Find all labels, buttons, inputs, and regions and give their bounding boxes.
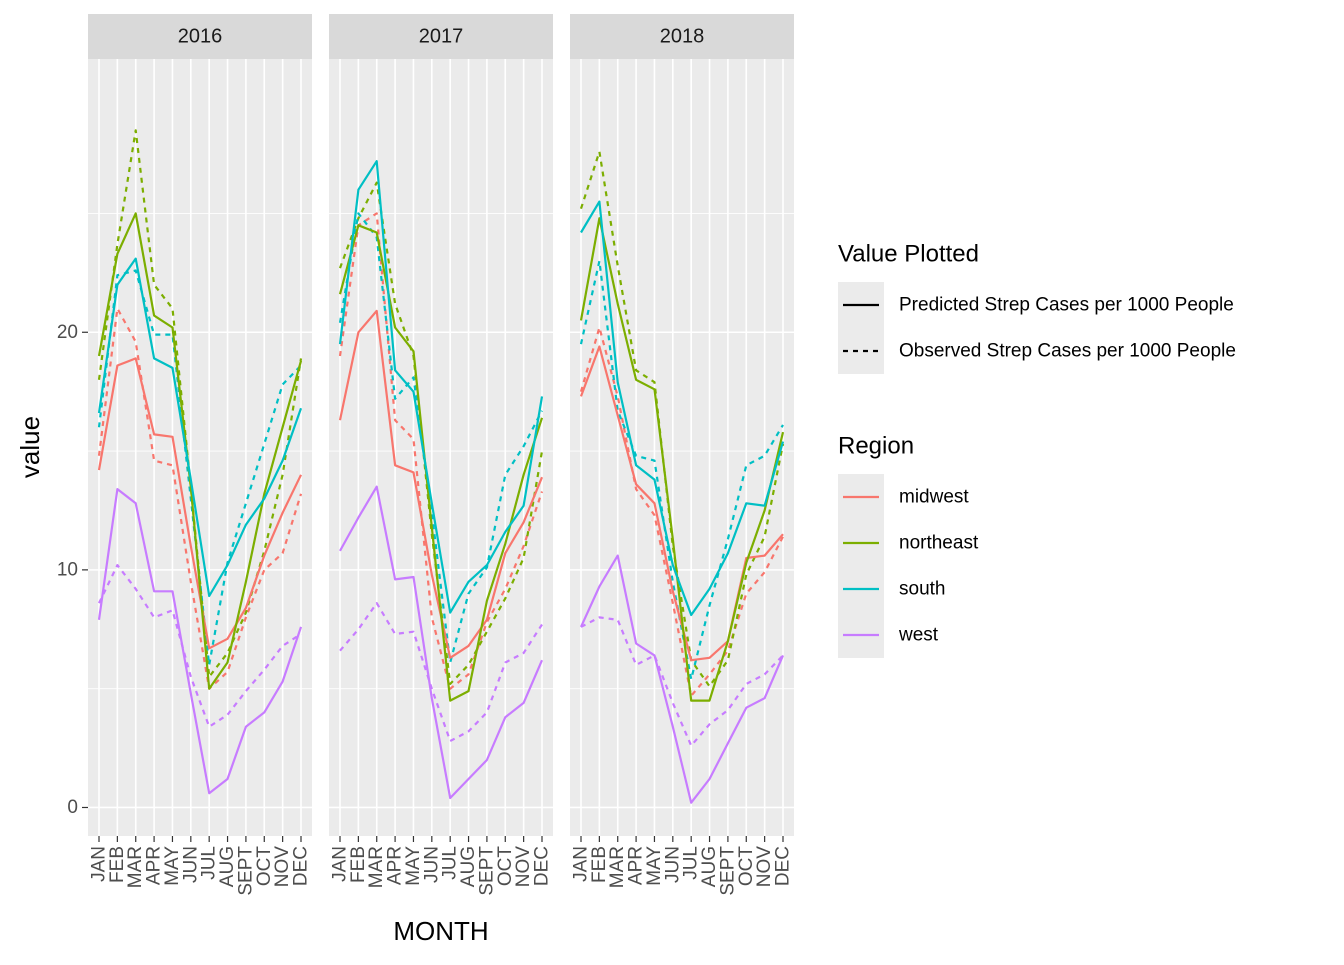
x-tick-label: FEB: [348, 846, 369, 883]
x-tick-label: SEPT: [235, 846, 256, 896]
x-tick-label: MAR: [125, 846, 146, 888]
panel-background: [88, 59, 312, 836]
x-tick-label: JUN: [180, 846, 201, 883]
series-line-midwest-observed: [579, 326, 784, 697]
y-tick-label: 20: [57, 322, 78, 343]
x-tick-label: APR: [144, 846, 165, 885]
series-line-midwest-observed: [338, 212, 544, 690]
facet-panel-2018: 2018 JANFEBMARAPRMAYJUNJULAUGSEPTOCTNOVDE…: [570, 14, 794, 896]
x-tick-label: JUL: [681, 846, 702, 880]
x-tick-label: JAN: [89, 846, 110, 882]
x-tick-label: MAR: [366, 846, 387, 888]
x-tick-label: APR: [626, 846, 647, 885]
x-tick-label: APR: [385, 846, 406, 885]
x-tick-label: MAR: [607, 846, 628, 888]
x-tick-label: NOV: [513, 846, 534, 888]
x-tick-label: DEC: [532, 846, 553, 886]
x-tick-label: JUN: [662, 846, 683, 883]
series-line-west-predicted: [97, 488, 303, 795]
x-tick-label: AUG: [458, 846, 479, 887]
facet-panel-2017: 2017 JANFEBMARAPRMAYJUNJULAUGSEPTOCTNOVDE…: [329, 14, 553, 896]
x-tick-label: JUN: [421, 846, 442, 883]
facet-strip-label: 2017: [419, 26, 464, 48]
facet-strip: [88, 14, 312, 59]
x-tick-label: DEC: [773, 846, 794, 886]
series-line-northeast-observed: [338, 181, 544, 686]
facet-panel-2016: 2016 JANFEBMARAPRMAYJUNJULAUGSEPTOCTNOVDE…: [88, 14, 312, 896]
x-tick-label: OCT: [254, 846, 275, 887]
series-line-northeast-predicted: [579, 217, 785, 702]
y-tick-label: 0: [67, 797, 78, 818]
legend-title-linetype: Value Plotted: [838, 241, 979, 268]
x-axis-title: MONTH: [393, 916, 488, 946]
series-line-west-observed: [339, 601, 543, 743]
x-tick-label: JUL: [440, 846, 461, 880]
x-tick-label: JAN: [330, 846, 351, 882]
legend-label-west: west: [898, 625, 939, 646]
x-tick-label: AUG: [699, 846, 720, 887]
series-line-west-predicted: [339, 485, 544, 800]
legend-label-northeast: northeast: [899, 533, 979, 554]
series-line-northeast-predicted: [97, 212, 303, 690]
x-tick-label: JUL: [199, 846, 220, 880]
legend-label-midwest: midwest: [899, 487, 969, 508]
legend-title-region: Region: [838, 433, 914, 460]
x-tick-label: JAN: [571, 846, 592, 882]
series-line-northeast-observed: [579, 150, 785, 688]
series-line-west-observed: [98, 563, 302, 728]
series-line-south-predicted: [97, 257, 303, 598]
facet-strip-label: 2016: [178, 26, 223, 48]
panel-background: [329, 59, 553, 836]
x-tick-label: NOV: [272, 846, 293, 888]
x-tick-label: MAY: [403, 846, 424, 886]
facet-strip-label: 2018: [660, 26, 705, 48]
x-tick-label: SEPT: [476, 846, 497, 896]
legend-label: Observed Strep Cases per 1000 People: [899, 341, 1236, 362]
y-axis: 0 10 20: [57, 322, 88, 818]
series-line-south-observed: [579, 259, 784, 681]
series-line-west-predicted: [579, 554, 785, 804]
legend-label-south: south: [899, 579, 945, 600]
series-line-northeast-predicted: [338, 224, 544, 702]
series-line-west-observed: [580, 616, 784, 747]
y-axis-title: value: [15, 416, 45, 478]
x-tick-label: NOV: [754, 846, 775, 888]
x-tick-label: SEPT: [717, 846, 738, 896]
x-tick-label: FEB: [589, 846, 610, 883]
x-tick-label: OCT: [495, 846, 516, 887]
series-line-south-predicted: [580, 200, 785, 617]
x-tick-label: AUG: [217, 846, 238, 887]
x-tick-label: MAY: [162, 846, 183, 886]
x-tick-label: DEC: [291, 846, 312, 886]
legend-label: Predicted Strep Cases per 1000 People: [899, 295, 1234, 316]
facet-strip: [329, 14, 553, 59]
facet-strip: [570, 14, 794, 59]
y-tick-label: 10: [57, 559, 78, 580]
series-line-south-observed: [338, 212, 543, 664]
legend: Value Plotted Predicted Strep Cases per 1…: [838, 241, 1236, 658]
panel-background: [570, 59, 794, 836]
x-tick-label: OCT: [736, 846, 757, 887]
series-line-south-predicted: [338, 160, 544, 614]
facet-panels: 2016JANFEBMARAPRMAYJUNJULAUGSEPTOCTNOVDE…: [88, 14, 794, 896]
x-tick-label: FEB: [107, 846, 128, 883]
series-line-midwest-observed: [97, 307, 303, 690]
x-tick-label: MAY: [644, 846, 665, 886]
